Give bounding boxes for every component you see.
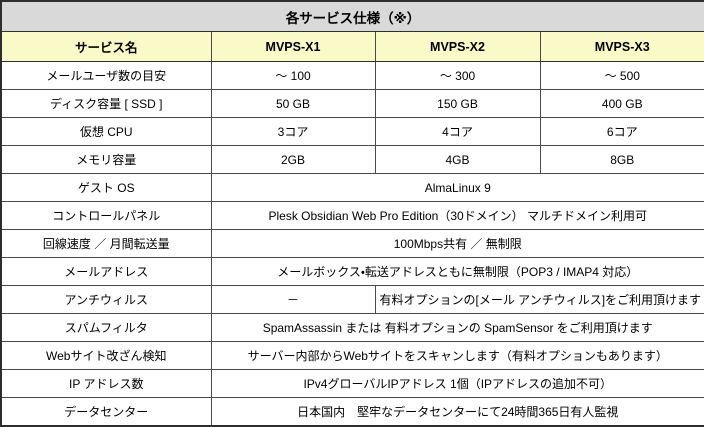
row-label: メモリ容量: [0, 145, 212, 174]
row-label: アンチウィルス: [0, 285, 212, 314]
cell-span-value: SpamAssassin または 有料オプションの SpamSensor をご利…: [210, 313, 704, 342]
cell-value: ～ 500: [539, 61, 704, 90]
cell-value: 8GB: [539, 145, 704, 174]
cell-value: －: [210, 285, 376, 314]
cell-span-value: メールボックス・転送アドレスともに無制限（POP3 / IMAP4 対応）: [210, 257, 704, 286]
cell-value: 400 GB: [539, 89, 704, 118]
cell-span-value: 100Mbps共有 ／ 無制限: [210, 229, 704, 258]
cell-value: 6コア: [539, 117, 704, 146]
header-plan-mvps-x3: MVPS-X3: [539, 31, 704, 62]
table-title-row: 各サービス仕様（※）: [0, 0, 704, 32]
header-plan-mvps-x1: MVPS-X1: [210, 31, 376, 62]
row-antivirus: アンチウィルス － 有料オプションの[メール アンチウィルス]をご利用頂けます: [0, 285, 704, 314]
cell-value: 2GB: [210, 145, 376, 174]
row-label: メールユーザ数の目安: [0, 61, 212, 90]
cell-value: 4コア: [374, 117, 541, 146]
row-label: メールアドレス: [0, 257, 212, 286]
cell-value: 150 GB: [374, 89, 541, 118]
row-label: Webサイト改ざん検知: [0, 341, 212, 370]
cell-value: ～ 300: [374, 61, 541, 90]
row-label: コントロールパネル: [0, 201, 212, 230]
cell-span-value: Plesk Obsidian Web Pro Edition（30ドメイン） マ…: [210, 201, 704, 230]
row-line-speed: 回線速度 ／ 月間転送量 100Mbps共有 ／ 無制限: [0, 229, 704, 258]
row-mail-address: メールアドレス メールボックス・転送アドレスともに無制限（POP3 / IMAP…: [0, 257, 704, 286]
row-label: データセンター: [0, 397, 212, 427]
row-memory: メモリ容量 2GB 4GB 8GB: [0, 145, 704, 174]
header-service-name: サービス名: [0, 31, 212, 62]
row-label: 回線速度 ／ 月間転送量: [0, 229, 212, 258]
row-label: IP アドレス数: [0, 369, 212, 398]
row-spam-filter: スパムフィルタ SpamAssassin または 有料オプションの SpamSe…: [0, 313, 704, 342]
cell-value: 3コア: [210, 117, 376, 146]
table-title: 各サービス仕様（※）: [0, 0, 704, 32]
row-disk-capacity: ディスク容量 [ SSD ] 50 GB 150 GB 400 GB: [0, 89, 704, 118]
cell-span-value: 有料オプションの[メール アンチウィルス]をご利用頂けます: [374, 285, 704, 314]
cell-value: ～ 100: [210, 61, 376, 90]
table-header-row: サービス名 MVPS-X1 MVPS-X2 MVPS-X3: [0, 31, 704, 62]
row-control-panel: コントロールパネル Plesk Obsidian Web Pro Edition…: [0, 201, 704, 230]
cell-span-value: サーバー内部からWebサイトをスキャンします（有料オプションもあります）: [210, 341, 704, 370]
row-label: ゲスト OS: [0, 173, 212, 202]
row-guest-os: ゲスト OS AlmaLinux 9: [0, 173, 704, 202]
row-web-tamper-detection: Webサイト改ざん検知 サーバー内部からWebサイトをスキャンします（有料オプシ…: [0, 341, 704, 370]
row-virtual-cpu: 仮想 CPU 3コア 4コア 6コア: [0, 117, 704, 146]
cell-value: 50 GB: [210, 89, 376, 118]
row-mail-users: メールユーザ数の目安 ～ 100 ～ 300 ～ 500: [0, 61, 704, 90]
row-ip-address-count: IP アドレス数 IPv4グローバルIPアドレス 1個（IPアドレスの追加不可）: [0, 369, 704, 398]
cell-value: 4GB: [374, 145, 541, 174]
row-label: スパムフィルタ: [0, 313, 212, 342]
row-label: ディスク容量 [ SSD ]: [0, 89, 212, 118]
cell-span-value: AlmaLinux 9: [210, 173, 704, 202]
row-datacenter: データセンター 日本国内 堅牢なデータセンターにて24時間365日有人監視: [0, 397, 704, 427]
cell-span-value: 日本国内 堅牢なデータセンターにて24時間365日有人監視: [210, 397, 704, 427]
header-plan-mvps-x2: MVPS-X2: [374, 31, 541, 62]
cell-span-value: IPv4グローバルIPアドレス 1個（IPアドレスの追加不可）: [210, 369, 704, 398]
row-label: 仮想 CPU: [0, 117, 212, 146]
